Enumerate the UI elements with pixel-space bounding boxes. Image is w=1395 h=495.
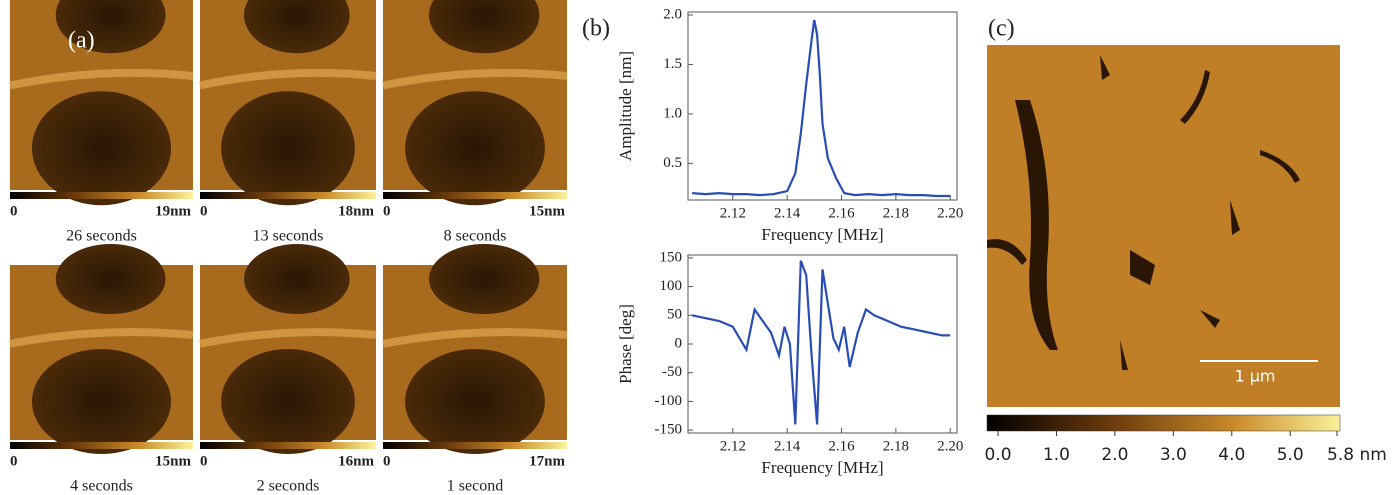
scale-bar-label: 1 µm: [1234, 367, 1275, 386]
colorbar-min: 0: [10, 203, 18, 219]
y-tick-label: 50: [667, 307, 682, 323]
afm-feature: [221, 349, 355, 454]
afm-feature: [405, 91, 545, 206]
y-tick-label: 1.0: [663, 105, 682, 121]
colorbar: [383, 442, 567, 449]
x-tick-label: 2.12: [720, 205, 746, 221]
x-axis-label: Frequency [MHz]: [761, 225, 883, 244]
afm-feature: [429, 244, 540, 314]
x-tick-label: 2.16: [828, 205, 855, 221]
afm-feature: [199, 328, 377, 348]
caption: 13 seconds: [253, 228, 324, 245]
caption: 8 seconds: [444, 228, 507, 245]
caption: 4 seconds: [70, 478, 133, 495]
afm-feature: [55, 0, 166, 54]
panel-a: 0 19nm 26 seconds 0 18nm 13 seconds 0 15nm 8 sec…: [9, 0, 568, 495]
colorbar: [10, 192, 193, 199]
colorbar: [383, 192, 567, 199]
colorbar-tick-label: 1.0: [1043, 445, 1070, 465]
afm-feature: [9, 68, 194, 90]
afm-feature: [382, 328, 568, 348]
colorbar-max: 15nm: [155, 453, 191, 469]
y-tick-label: 0.5: [663, 155, 682, 171]
afm-feature: [221, 91, 355, 206]
caption: 1 second: [447, 478, 503, 495]
line-series: [692, 19, 951, 198]
colorbar-min: 0: [200, 203, 208, 219]
afm-feature: [243, 244, 350, 314]
colorbar-max: 19nm: [155, 203, 191, 219]
caption: 26 seconds: [66, 228, 137, 245]
x-tick-label: 2.12: [720, 438, 746, 454]
colorbar-tick-label: 3.0: [1160, 445, 1187, 465]
caption: 2 seconds: [257, 478, 320, 495]
y-tick-label: 100: [660, 278, 683, 294]
colorbar: [200, 192, 376, 199]
colorbar-tick-label: 0.0: [984, 445, 1011, 465]
x-tick-label: 2.20: [937, 438, 963, 454]
x-tick-label: 2.16: [828, 438, 855, 454]
colorbar: [10, 442, 193, 449]
y-axis-label: Phase [deg]: [616, 304, 635, 384]
x-tick-label: 2.20: [937, 205, 963, 221]
x-tick-label: 2.18: [883, 438, 909, 454]
colorbar-max: 18nm: [338, 203, 374, 219]
y-tick-label: -150: [655, 422, 683, 438]
afm-feature: [405, 349, 545, 454]
colorbar-tick-label: 4.0: [1218, 445, 1245, 465]
panel-c: 1 µm (c) 0.0 1.0 2.0 3.0 4.0 5.0 5.8 nm: [984, 16, 1386, 466]
afm-feature: [9, 328, 194, 348]
afm-feature: [382, 68, 568, 90]
y-tick-label: -100: [655, 393, 683, 409]
afm-feature: [199, 68, 377, 90]
afm-features: [987, 55, 1300, 370]
panel-label: (c): [988, 16, 1015, 42]
colorbar-tick-label: 5.8 nm: [1327, 445, 1387, 465]
colorbar-max: 17nm: [529, 453, 565, 469]
y-axis-label: Amplitude [nm]: [616, 51, 635, 161]
colorbar: [986, 414, 1341, 432]
colorbar-min: 0: [383, 203, 391, 219]
y-tick-label: 1.5: [663, 56, 682, 72]
afm-feature: [55, 244, 166, 314]
colorbar-tick-label: 2.0: [1101, 445, 1128, 465]
line-series: [691, 260, 951, 425]
afm-feature: [429, 0, 540, 54]
x-tick-label: 2.14: [774, 438, 801, 454]
colorbar-tick-label: 5.0: [1277, 445, 1304, 465]
panel-label: (a): [68, 28, 95, 54]
colorbar-max: 16nm: [338, 453, 374, 469]
colorbar-min: 0: [10, 453, 18, 469]
y-tick-label: 0: [675, 335, 683, 351]
afm-feature: [31, 91, 172, 206]
x-tick-label: 2.18: [883, 205, 909, 221]
afm-feature: [244, 0, 350, 54]
colorbar-min: 0: [200, 453, 208, 469]
x-axis-label: Frequency [MHz]: [761, 458, 883, 477]
afm-feature: [31, 349, 172, 454]
x-tick-label: 2.14: [774, 205, 801, 221]
panel-label: (b): [582, 16, 610, 42]
panel-b: 2.12 2.14 2.16 2.18 2.20 0.5 1.0 1.5 2.0 Frequenc…: [582, 6, 963, 477]
colorbar-min: 0: [383, 453, 391, 469]
plot-frame: [687, 11, 958, 201]
y-tick-label: 150: [660, 249, 683, 265]
colorbar-max: 15nm: [529, 203, 565, 219]
y-tick-label: -50: [662, 364, 682, 380]
y-tick-label: 2.0: [663, 6, 682, 22]
colorbar: [200, 442, 376, 449]
